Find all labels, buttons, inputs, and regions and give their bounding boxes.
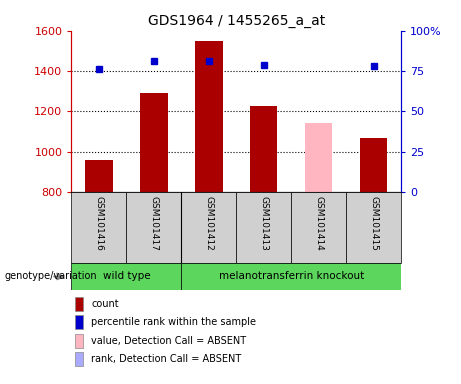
Bar <box>360 137 387 192</box>
Text: genotype/variation: genotype/variation <box>5 271 97 281</box>
Text: wild type: wild type <box>103 271 150 281</box>
Bar <box>75 334 83 348</box>
Text: GSM101417: GSM101417 <box>149 195 159 250</box>
Bar <box>250 106 278 192</box>
Title: GDS1964 / 1455265_a_at: GDS1964 / 1455265_a_at <box>148 14 325 28</box>
Bar <box>75 315 83 329</box>
Bar <box>71 263 181 290</box>
Text: rank, Detection Call = ABSENT: rank, Detection Call = ABSENT <box>91 354 242 364</box>
Bar <box>75 352 83 366</box>
Bar <box>181 192 236 263</box>
Bar <box>140 93 168 192</box>
Text: count: count <box>91 299 119 309</box>
Text: GSM101412: GSM101412 <box>204 195 213 250</box>
Text: GSM101414: GSM101414 <box>314 195 323 250</box>
Text: percentile rank within the sample: percentile rank within the sample <box>91 317 256 327</box>
Bar <box>236 192 291 263</box>
Text: GSM101416: GSM101416 <box>95 195 103 250</box>
Bar <box>85 160 112 192</box>
Bar <box>126 192 181 263</box>
Bar <box>181 263 401 290</box>
Text: value, Detection Call = ABSENT: value, Detection Call = ABSENT <box>91 336 246 346</box>
Bar <box>291 192 346 263</box>
Bar <box>75 297 83 311</box>
Bar <box>305 124 332 192</box>
Bar <box>195 41 223 192</box>
Text: GSM101413: GSM101413 <box>259 195 268 250</box>
Text: melanotransferrin knockout: melanotransferrin knockout <box>219 271 364 281</box>
Text: GSM101415: GSM101415 <box>369 195 378 250</box>
Bar <box>71 192 126 263</box>
Bar <box>346 192 401 263</box>
